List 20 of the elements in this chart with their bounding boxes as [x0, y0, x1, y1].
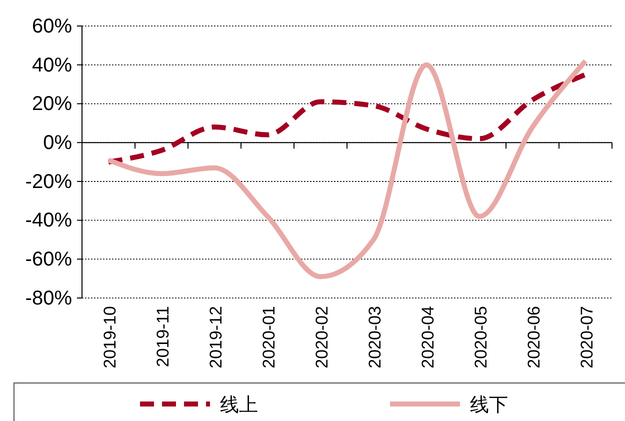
x-tick-label: 2020-01 [260, 306, 278, 368]
y-tick-label: -60% [25, 248, 72, 271]
x-tick-label: 2020-02 [312, 306, 332, 368]
x-tick-label: 2020-06 [524, 306, 544, 368]
x-tick-label: 2019-11 [154, 306, 172, 368]
x-tick-label: 2019-12 [206, 306, 226, 368]
legend-label: 线下 [470, 395, 508, 416]
y-tick-label: -80% [25, 287, 72, 310]
y-tick-label: 0% [43, 132, 72, 154]
legend-label: 线上 [220, 395, 258, 416]
x-tick-label: 2020-03 [366, 306, 384, 368]
y-tick-label: -20% [25, 170, 72, 193]
x-tick-label: 2020-04 [418, 306, 438, 368]
x-tick-label: 2020-05 [472, 306, 490, 368]
x-tick-label: 2020-07 [578, 306, 596, 368]
y-tick-label: 20% [32, 93, 72, 116]
y-tick-label: -40% [25, 210, 72, 232]
y-tick-label: 60% [32, 15, 72, 38]
x-tick-label: 2019-10 [100, 306, 120, 368]
y-tick-label: 40% [32, 54, 72, 76]
